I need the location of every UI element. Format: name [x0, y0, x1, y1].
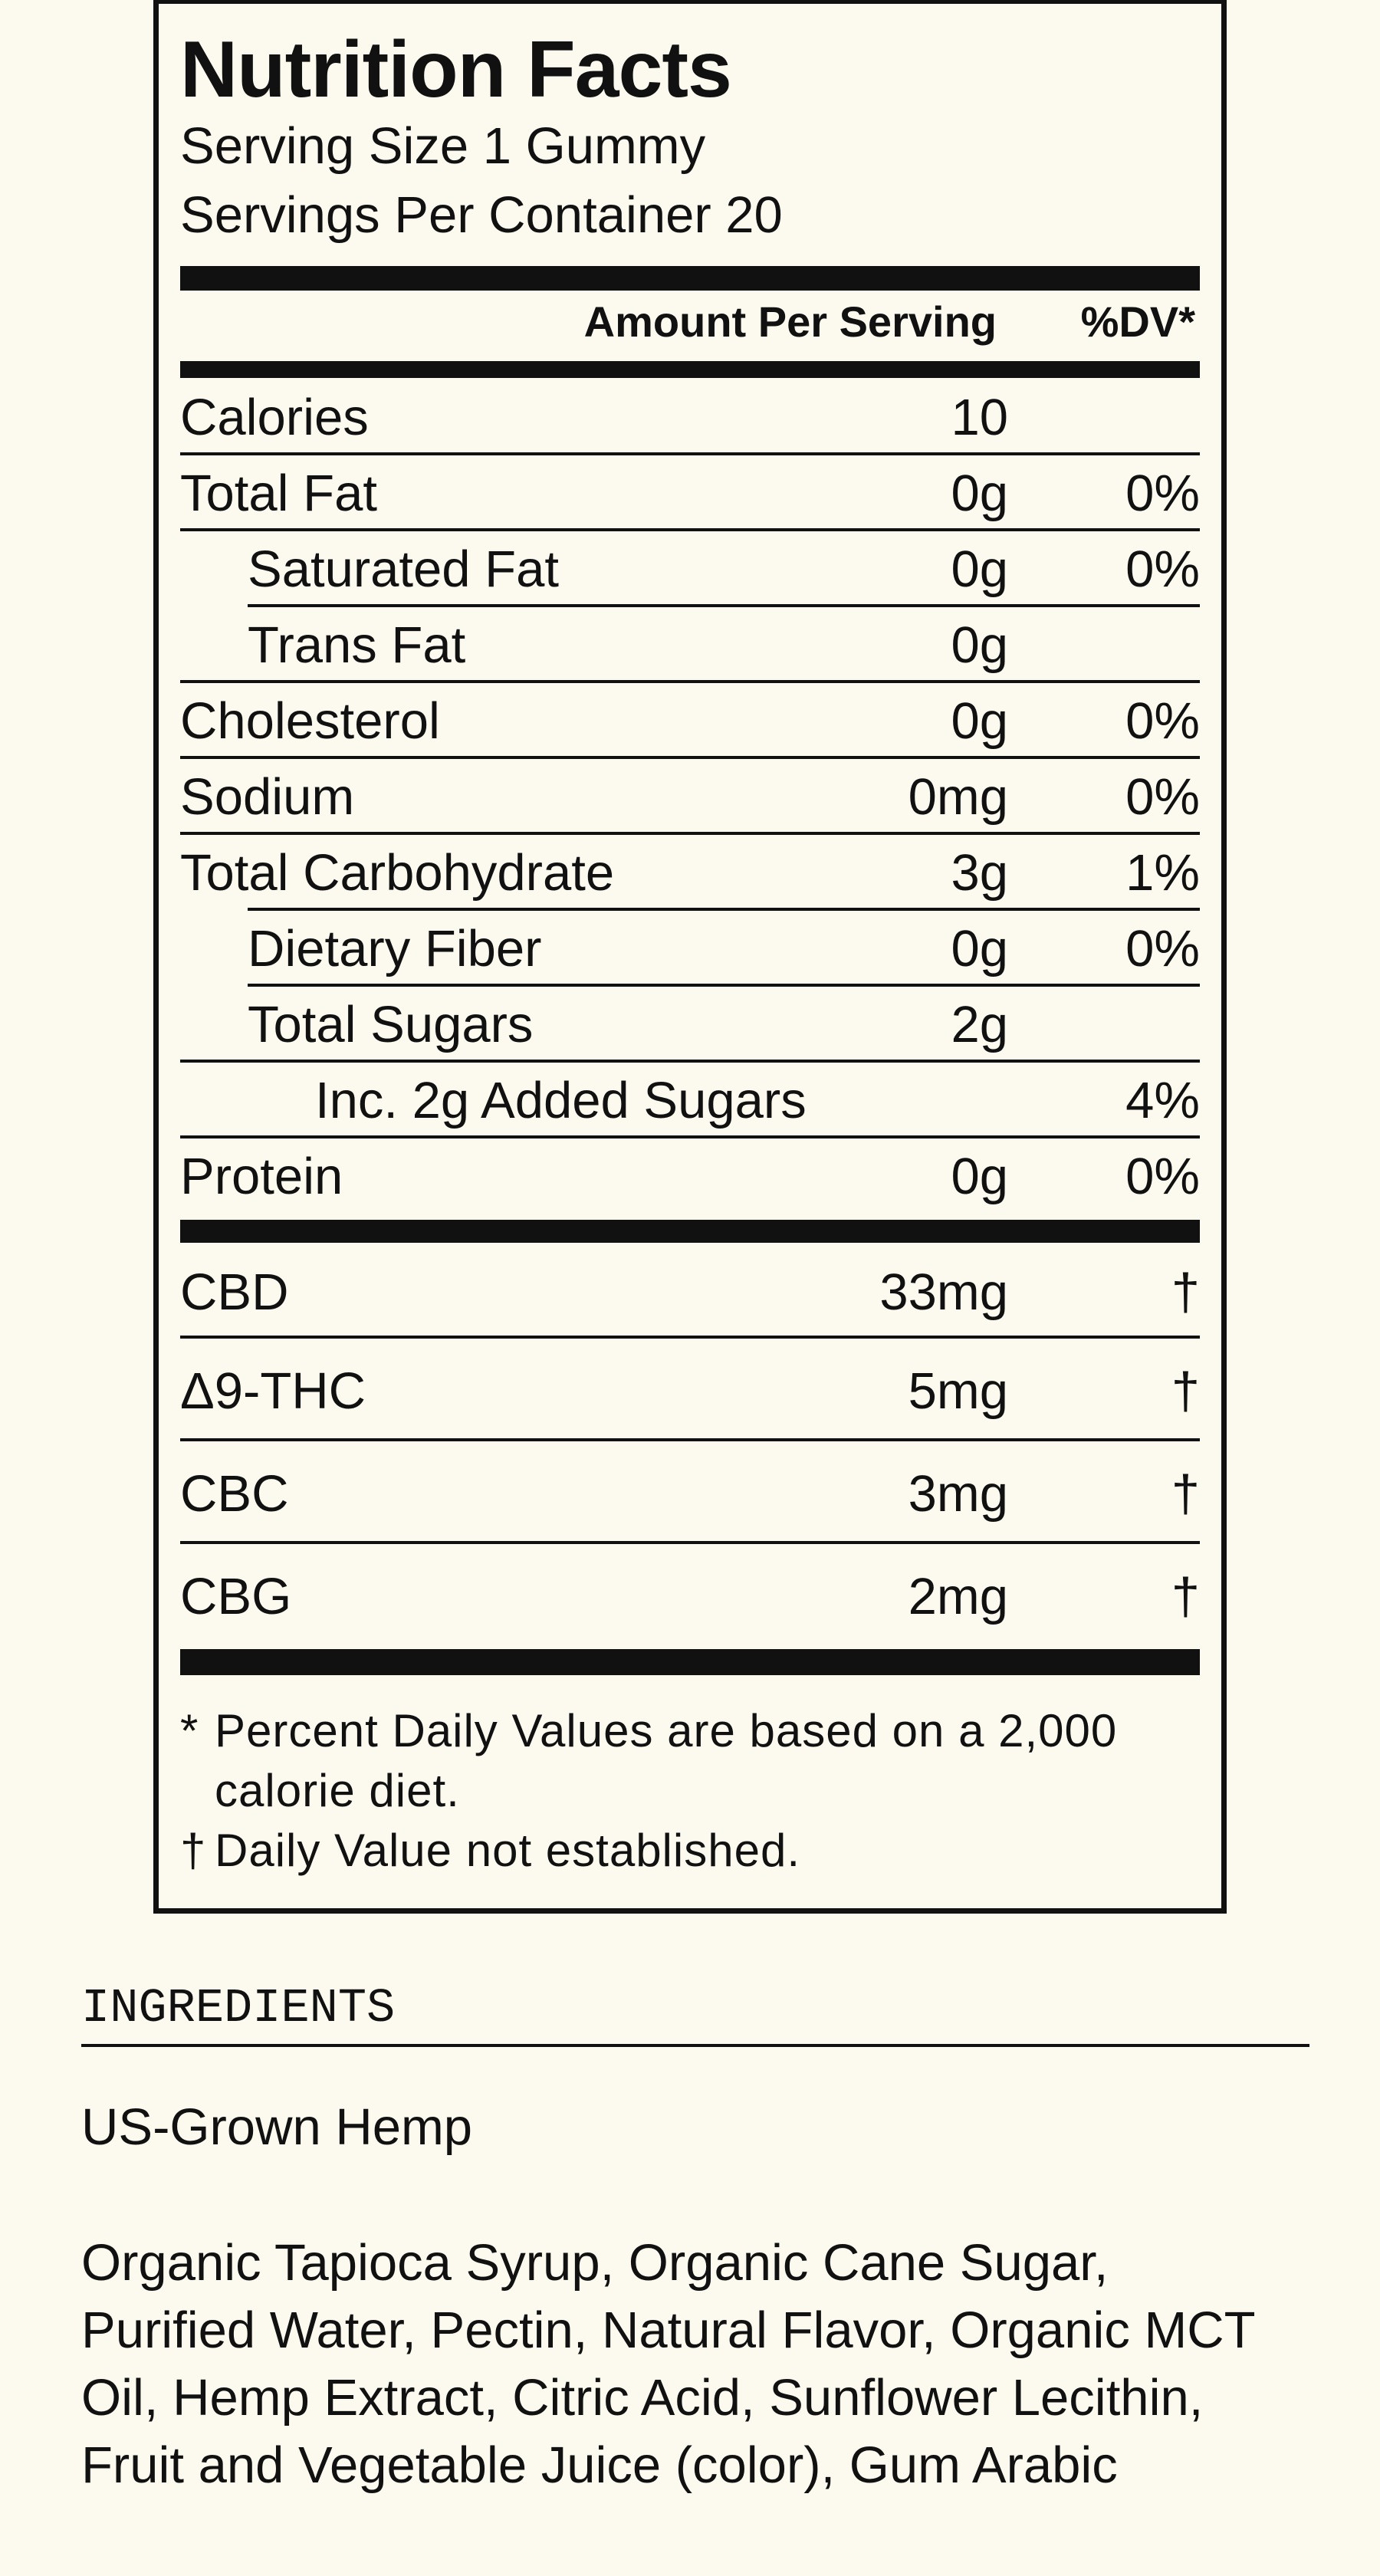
nutrient-amount: 3g	[951, 844, 1008, 902]
nutrient-dv: 0%	[1125, 1148, 1200, 1205]
nutrient-name: Saturated Fat	[248, 540, 559, 598]
footnote-text: Percent Daily Values are based on a 2,00…	[215, 1705, 1118, 1816]
cannabinoid-amount: 33mg	[879, 1263, 1008, 1321]
nutrient-name: Trans Fat	[248, 616, 466, 674]
nutrient-amount: 0mg	[908, 768, 1008, 826]
nutrient-amount: 0g	[951, 616, 1008, 674]
nutrient-dv: 0%	[1125, 540, 1200, 598]
dagger-mark: †	[180, 1825, 207, 1876]
thick-divider	[180, 266, 1200, 291]
cannabinoid-amount: 2mg	[908, 1568, 1008, 1625]
nutrient-name: Cholesterol	[180, 692, 440, 750]
nutrient-row-added-sugars: Inc. 2g Added Sugars 4%	[180, 1067, 1200, 1136]
daily-value-header: %DV*	[1080, 297, 1195, 346]
row-divider	[180, 1438, 1200, 1441]
dagger-mark: †	[1171, 1465, 1200, 1523]
row-divider	[180, 756, 1200, 759]
nutrient-amount: 0g	[951, 692, 1008, 750]
row-divider	[180, 832, 1200, 835]
dagger-mark: †	[1171, 1362, 1200, 1420]
nutrient-name: Total Sugars	[248, 996, 534, 1053]
nutrient-row-dietary-fiber: Dietary Fiber 0g 0%	[180, 915, 1200, 984]
row-divider	[248, 984, 1200, 987]
dagger-mark: †	[1171, 1568, 1200, 1625]
nutrient-row-total-sugars: Total Sugars 2g	[180, 991, 1200, 1060]
nutrient-name: Total Carbohydrate	[180, 844, 615, 902]
ingredients-list: Organic Tapioca Syrup, Organic Cane Suga…	[81, 2234, 1255, 2494]
nutrient-name: Total Fat	[180, 465, 377, 522]
nutrient-row-total-fat: Total Fat 0g 0%	[180, 460, 1200, 529]
cannabinoid-amount: 3mg	[908, 1465, 1008, 1523]
ingredients-source: US-Grown Hemp	[81, 2098, 473, 2156]
nutrient-dv: 0%	[1125, 692, 1200, 750]
nutrient-name: Calories	[180, 389, 369, 446]
cannabinoid-name: CBD	[180, 1263, 289, 1321]
nutrient-amount: 0g	[951, 540, 1008, 598]
amount-per-serving-header: Amount Per Serving	[583, 297, 997, 346]
dagger-mark: †	[1171, 1263, 1200, 1321]
cannabinoid-row-cbd: CBD 33mg †	[180, 1244, 1200, 1342]
row-divider	[180, 1135, 1200, 1138]
row-divider	[180, 528, 1200, 531]
footnote-daily-values: * Percent Daily Values are based on a 2,…	[180, 1701, 1200, 1824]
nutrient-name: Dietary Fiber	[248, 920, 542, 978]
nutrient-row-cholesterol: Cholesterol 0g 0%	[180, 688, 1200, 757]
nutrient-amount: 0g	[951, 920, 1008, 978]
nutrient-row-saturated-fat: Saturated Fat 0g 0%	[180, 536, 1200, 605]
nutrient-dv: 0%	[1125, 768, 1200, 826]
nutrient-dv: 0%	[1125, 920, 1200, 978]
row-divider	[180, 1336, 1200, 1339]
servings-per-container: Servings Per Container 20	[180, 186, 783, 244]
cannabinoid-name: CBG	[180, 1568, 292, 1625]
nutrient-row-sodium: Sodium 0mg 0%	[180, 764, 1200, 833]
cannabinoid-row-cbg: CBG 2mg †	[180, 1549, 1200, 1647]
nutrient-amount: 0g	[951, 465, 1008, 522]
row-divider	[180, 452, 1200, 455]
nutrient-amount: 10	[951, 389, 1008, 446]
nutrient-name: Sodium	[180, 768, 355, 826]
cannabinoid-row-cbc: CBC 3mg †	[180, 1446, 1200, 1544]
row-divider	[180, 1541, 1200, 1544]
cannabinoid-row-d9-thc: Δ9-THC 5mg †	[180, 1343, 1200, 1441]
footnote-text: Daily Value not established.	[215, 1825, 800, 1876]
nutrition-facts-panel: Nutrition Facts Serving Size 1 Gummy Ser…	[153, 0, 1227, 1914]
nutrient-amount: 0g	[951, 1148, 1008, 1205]
nutrient-row-protein: Protein 0g 0%	[180, 1143, 1200, 1212]
row-divider	[248, 604, 1200, 607]
nutrient-dv: 4%	[1125, 1072, 1200, 1129]
nutrient-row-total-carbohydrate: Total Carbohydrate 3g 1%	[180, 840, 1200, 909]
thick-divider	[180, 1649, 1200, 1675]
asterisk-mark: *	[180, 1705, 199, 1756]
row-divider	[248, 908, 1200, 911]
nutrient-row-trans-fat: Trans Fat 0g	[180, 612, 1200, 681]
row-divider	[180, 1060, 1200, 1063]
nutrition-facts-title: Nutrition Facts	[180, 25, 732, 114]
nutrient-row-calories: Calories 10	[180, 384, 1200, 453]
column-header: Amount Per Serving %DV*	[180, 295, 1200, 349]
nutrient-name: Protein	[180, 1148, 343, 1205]
cannabinoid-name: CBC	[180, 1465, 289, 1523]
nutrient-name: Inc. 2g Added Sugars	[315, 1072, 807, 1129]
cannabinoid-amount: 5mg	[908, 1362, 1008, 1420]
nutrient-dv: 0%	[1125, 465, 1200, 522]
row-divider	[180, 680, 1200, 683]
footnote-not-established: † Daily Value not established.	[180, 1821, 1200, 1882]
ingredients-heading: INGREDIENTS	[81, 1981, 396, 2036]
nutrient-amount: 2g	[951, 996, 1008, 1053]
thick-divider	[180, 1220, 1200, 1243]
serving-size: Serving Size 1 Gummy	[180, 117, 706, 175]
cannabinoid-name: Δ9-THC	[180, 1362, 366, 1420]
nutrient-dv: 1%	[1125, 844, 1200, 902]
thick-divider	[180, 361, 1200, 378]
ingredients-divider	[81, 2044, 1309, 2047]
